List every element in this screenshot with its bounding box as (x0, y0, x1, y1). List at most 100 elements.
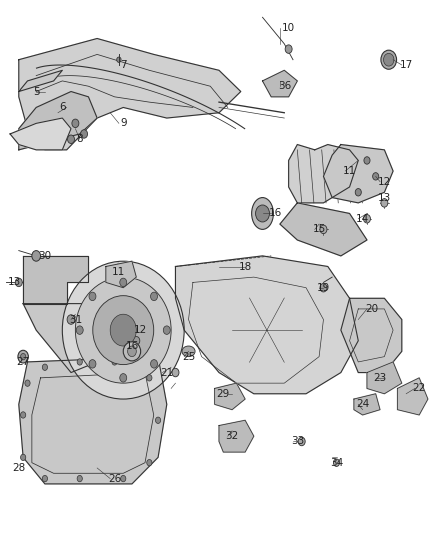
Ellipse shape (110, 314, 136, 346)
Text: 6: 6 (59, 102, 66, 112)
Circle shape (320, 284, 327, 292)
Circle shape (381, 50, 396, 69)
Text: 33: 33 (291, 437, 304, 447)
Ellipse shape (62, 261, 184, 399)
Polygon shape (106, 261, 136, 288)
Circle shape (364, 215, 371, 223)
Polygon shape (19, 357, 167, 484)
Text: 17: 17 (399, 60, 413, 70)
Text: 19: 19 (317, 282, 330, 293)
Circle shape (120, 475, 126, 482)
Text: 13: 13 (378, 192, 391, 203)
Polygon shape (176, 256, 358, 394)
Text: 12: 12 (134, 325, 147, 335)
Circle shape (120, 278, 127, 287)
Text: 10: 10 (282, 23, 295, 33)
Polygon shape (19, 70, 62, 92)
Text: 34: 34 (330, 458, 343, 467)
Polygon shape (323, 144, 393, 203)
Ellipse shape (182, 346, 195, 357)
Text: 24: 24 (356, 399, 369, 409)
Circle shape (155, 417, 161, 423)
Text: 30: 30 (39, 251, 52, 261)
Circle shape (147, 375, 152, 381)
Text: 26: 26 (108, 474, 121, 483)
Polygon shape (10, 118, 71, 150)
Circle shape (285, 45, 292, 53)
Text: 16: 16 (269, 208, 282, 219)
Circle shape (172, 368, 179, 377)
Polygon shape (354, 394, 380, 415)
Text: 13: 13 (8, 277, 21, 287)
Text: 11: 11 (343, 166, 356, 176)
Ellipse shape (93, 296, 154, 365)
Polygon shape (262, 70, 297, 97)
Text: 31: 31 (69, 314, 82, 325)
Ellipse shape (123, 342, 141, 361)
Circle shape (151, 292, 158, 301)
Circle shape (21, 353, 26, 360)
Circle shape (112, 359, 117, 365)
Polygon shape (367, 362, 402, 394)
Circle shape (163, 326, 170, 334)
Circle shape (89, 292, 96, 301)
Polygon shape (215, 383, 245, 410)
Text: 28: 28 (12, 463, 25, 473)
Text: 18: 18 (238, 262, 252, 271)
Circle shape (117, 57, 121, 62)
Polygon shape (341, 298, 402, 373)
Circle shape (364, 157, 370, 164)
Text: 27: 27 (17, 357, 30, 367)
Circle shape (21, 454, 26, 461)
Circle shape (373, 173, 379, 180)
Circle shape (147, 459, 152, 466)
Circle shape (76, 326, 83, 334)
Circle shape (320, 225, 327, 233)
Circle shape (133, 336, 140, 345)
Polygon shape (280, 203, 367, 256)
Circle shape (67, 135, 74, 143)
Text: 7: 7 (120, 60, 127, 70)
Polygon shape (289, 144, 358, 203)
Text: 16: 16 (125, 341, 138, 351)
Circle shape (81, 130, 88, 138)
Text: 15: 15 (312, 224, 326, 235)
Text: 29: 29 (217, 389, 230, 399)
Circle shape (18, 350, 28, 363)
Circle shape (32, 251, 41, 261)
Text: 22: 22 (413, 383, 426, 393)
Circle shape (151, 360, 158, 368)
Circle shape (67, 315, 75, 324)
Text: 11: 11 (112, 267, 126, 277)
Text: 9: 9 (120, 118, 127, 128)
Circle shape (42, 475, 47, 482)
Text: 25: 25 (182, 352, 195, 361)
Circle shape (21, 412, 26, 418)
Circle shape (77, 359, 82, 365)
Circle shape (384, 53, 394, 66)
Text: 12: 12 (378, 176, 391, 187)
Circle shape (77, 475, 82, 482)
Ellipse shape (252, 198, 273, 229)
Circle shape (355, 189, 361, 196)
Text: 21: 21 (160, 368, 173, 377)
Text: 23: 23 (374, 373, 387, 383)
Circle shape (127, 346, 136, 357)
Text: 14: 14 (356, 214, 369, 224)
Polygon shape (19, 92, 97, 150)
Text: 5: 5 (33, 86, 39, 96)
Text: 32: 32 (226, 431, 239, 441)
Polygon shape (397, 378, 428, 415)
Circle shape (255, 205, 269, 222)
Text: 20: 20 (365, 304, 378, 314)
Circle shape (89, 360, 96, 368)
Circle shape (25, 380, 30, 386)
Polygon shape (19, 38, 241, 150)
Circle shape (15, 278, 22, 287)
Circle shape (72, 119, 79, 127)
Ellipse shape (75, 277, 171, 383)
Circle shape (298, 437, 305, 446)
Circle shape (333, 459, 339, 466)
Polygon shape (23, 256, 88, 304)
Circle shape (381, 199, 388, 207)
